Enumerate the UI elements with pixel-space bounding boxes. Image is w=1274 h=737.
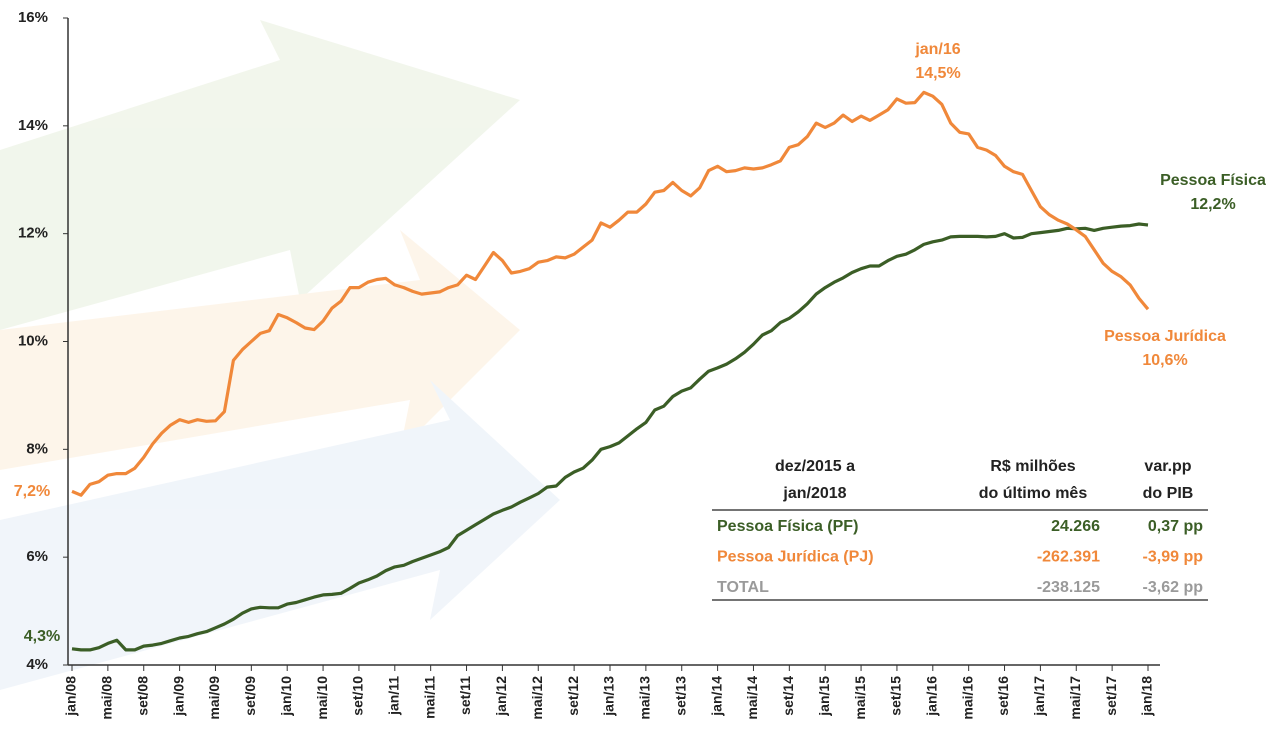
annotation: Pessoa Jurídica (1104, 328, 1226, 345)
x-tick-label: mai/08 (99, 676, 115, 720)
x-tick-label: mai/14 (744, 676, 760, 720)
x-tick-label: set/10 (350, 676, 366, 716)
annotation: 12,2% (1190, 196, 1235, 213)
bg-arrow (0, 230, 520, 470)
x-tick-label: jan/14 (708, 676, 724, 717)
table-header: dez/2015 a (775, 458, 855, 475)
annotation: 4,3% (24, 628, 60, 645)
table-cell: -238.125 (1037, 579, 1100, 596)
x-tick-label: mai/13 (637, 676, 653, 720)
x-tick-label: set/14 (780, 676, 796, 716)
series-line (71, 90, 1150, 497)
table-cell: -3,99 pp (1143, 549, 1204, 566)
y-tick-label: 12% (18, 225, 48, 242)
x-tick-label: set/09 (242, 676, 258, 716)
table-cell: -3,62 pp (1143, 579, 1204, 596)
y-tick-label: 6% (26, 548, 48, 565)
x-tick-label: mai/16 (959, 676, 975, 720)
x-tick-label: mai/17 (1067, 676, 1083, 720)
x-tick-label: jan/10 (278, 676, 294, 717)
y-tick-label: 14% (18, 117, 48, 134)
x-tick-label: set/08 (134, 676, 150, 716)
series-line (71, 222, 1149, 652)
annotation: jan/16 (914, 41, 960, 58)
annotation: 10,6% (1142, 352, 1187, 369)
x-tick-label: jan/13 (601, 676, 617, 717)
table-header: jan/2018 (782, 485, 846, 502)
x-tick-label: jan/17 (1031, 676, 1047, 717)
y-tick-label: 16% (18, 9, 48, 26)
x-tick-label: mai/15 (852, 676, 868, 720)
bg-arrow (0, 380, 560, 690)
table-cell: -262.391 (1037, 549, 1100, 566)
annotation: 14,5% (915, 65, 960, 82)
table-cell: 24.266 (1051, 518, 1100, 535)
table-header: R$ milhões (990, 458, 1075, 475)
x-tick-label: jan/15 (816, 676, 832, 717)
table-header: var.pp (1144, 458, 1191, 475)
annotation: Pessoa Física (1160, 172, 1266, 189)
x-tick-label: set/13 (672, 676, 688, 716)
y-tick-label: 10% (18, 332, 48, 349)
annotation: 7,2% (14, 483, 50, 500)
x-tick-label: set/15 (888, 676, 904, 716)
x-tick-label: mai/11 (421, 676, 437, 719)
x-tick-label: jan/11 (386, 676, 402, 716)
x-tick-label: jan/09 (170, 676, 186, 717)
x-tick-label: mai/10 (314, 676, 330, 720)
x-tick-label: mai/12 (529, 676, 545, 720)
table-cell: 0,37 pp (1148, 518, 1203, 535)
summary-table: dez/2015 a jan/2018 R$ milhões do último mê… (712, 458, 1208, 601)
bg-arrow (0, 20, 520, 330)
x-tick-label: mai/09 (206, 676, 222, 720)
x-tick-label: set/11 (457, 676, 473, 715)
background-arrows (0, 20, 560, 690)
x-tick-label: jan/12 (493, 676, 509, 717)
table-cell: Pessoa Física (PF) (717, 518, 858, 535)
x-tick-label: jan/16 (924, 676, 940, 717)
y-tick-label: 8% (26, 440, 48, 457)
x-tick-label: jan/18 (1139, 676, 1155, 717)
table-cell: TOTAL (717, 579, 769, 596)
x-tick-label: set/17 (1103, 676, 1119, 716)
table-header: do PIB (1143, 485, 1194, 502)
x-tick-label: set/12 (565, 676, 581, 716)
y-tick-label: 4% (26, 656, 48, 673)
table-cell: Pessoa Jurídica (PJ) (717, 549, 874, 566)
x-tick-label: jan/08 (63, 676, 79, 717)
table-header: do último mês (979, 485, 1088, 502)
x-tick-label: set/16 (995, 676, 1011, 716)
